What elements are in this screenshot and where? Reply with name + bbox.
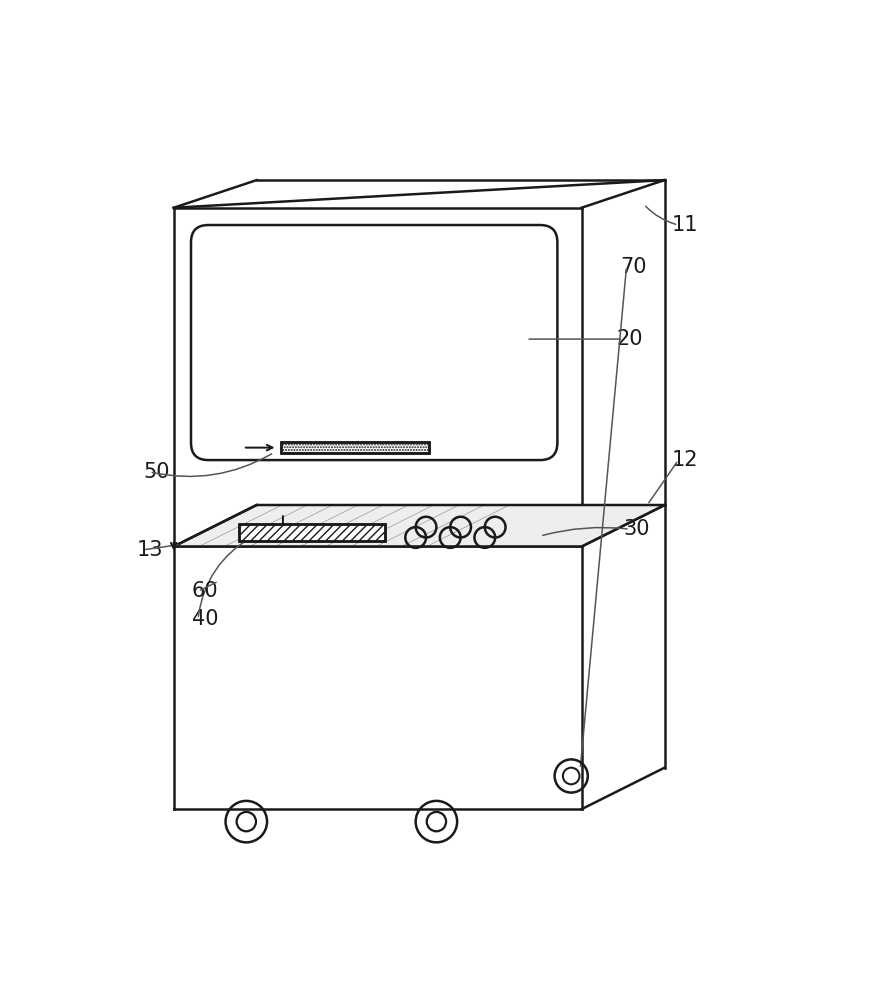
Bar — [281, 442, 430, 453]
Text: 50: 50 — [144, 462, 169, 482]
Text: 13: 13 — [136, 540, 162, 560]
Polygon shape — [174, 505, 665, 546]
Text: 60: 60 — [192, 581, 219, 601]
Bar — [281, 442, 430, 453]
Bar — [239, 524, 384, 541]
Text: 12: 12 — [672, 450, 698, 470]
Text: 30: 30 — [624, 519, 650, 539]
FancyBboxPatch shape — [191, 225, 558, 460]
Text: 70: 70 — [620, 257, 647, 277]
Text: 11: 11 — [672, 215, 698, 235]
Text: 40: 40 — [192, 609, 218, 629]
Text: 20: 20 — [616, 329, 643, 349]
Bar — [239, 524, 384, 541]
